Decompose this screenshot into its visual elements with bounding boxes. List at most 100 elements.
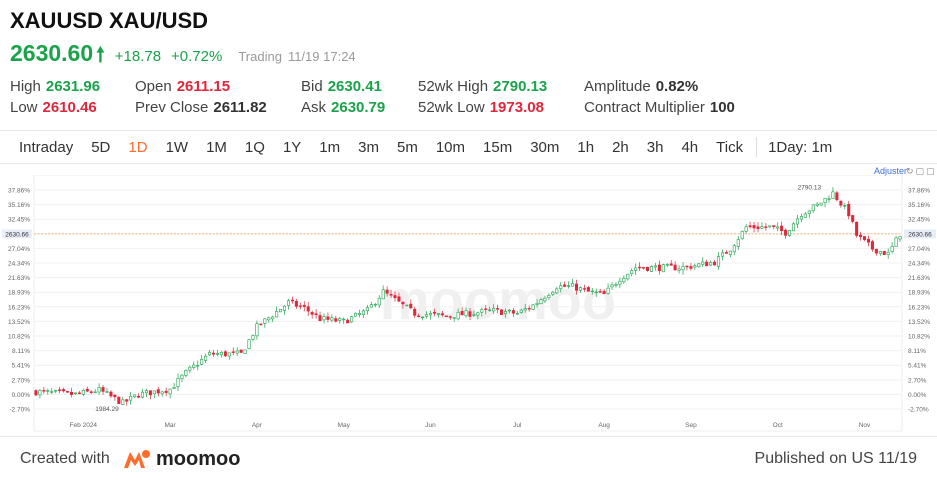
candle <box>168 388 172 395</box>
candle <box>740 230 744 239</box>
candle <box>73 392 77 395</box>
stat-amplitude: Amplitude 0.82% <box>584 78 699 95</box>
candle <box>314 313 318 316</box>
candle <box>776 226 780 229</box>
tab-tick[interactable]: Tick <box>716 138 744 156</box>
candle <box>527 308 531 310</box>
candle <box>665 264 669 266</box>
candle <box>669 263 673 266</box>
y-tick-label-right: 32.45% <box>908 217 930 224</box>
candle <box>263 318 267 324</box>
chart-tool-icons[interactable]: ↻▢▢ <box>906 166 937 176</box>
tab-1w[interactable]: 1W <box>165 138 189 156</box>
tab-4h[interactable]: 4h <box>681 138 699 156</box>
y-tick-label-right: 27.04% <box>908 246 930 253</box>
brand-logo[interactable]: moomoo <box>122 446 240 472</box>
candle <box>137 395 141 398</box>
stat-open: Open 2611.15 <box>135 78 231 95</box>
candle <box>283 305 287 311</box>
tab-3m[interactable]: 3m <box>358 138 379 156</box>
candle <box>594 291 598 294</box>
extreme-annotation: 1984.29 <box>95 406 119 413</box>
candle <box>211 352 216 355</box>
candle <box>689 266 693 269</box>
candle <box>815 203 819 206</box>
candle <box>160 391 164 395</box>
tab-10m[interactable]: 10m <box>435 138 466 156</box>
candle <box>728 250 732 255</box>
candle <box>697 263 701 268</box>
tab-5d[interactable]: 5D <box>91 138 111 156</box>
candle <box>440 313 444 316</box>
tab-1h[interactable]: 1h <box>577 138 595 156</box>
market-status: Trading <box>238 49 282 64</box>
candle <box>279 308 283 313</box>
y-tick-label-right: 35.16% <box>908 202 930 209</box>
candle <box>645 266 650 271</box>
candle <box>713 261 717 266</box>
candle <box>874 248 878 254</box>
candle <box>681 266 685 271</box>
candle <box>144 390 148 394</box>
candle <box>898 236 902 240</box>
candle <box>334 318 338 322</box>
tab-1m[interactable]: 1M <box>206 138 227 156</box>
stat-prev-close: Prev Close 2611.82 <box>135 99 267 116</box>
candle <box>736 239 740 247</box>
candle <box>890 245 894 252</box>
candle <box>791 223 796 232</box>
candle <box>255 323 259 337</box>
tab-30m[interactable]: 30m <box>530 138 560 156</box>
candle <box>748 225 752 228</box>
candle <box>843 205 847 207</box>
stats-col-5: Amplitude 0.82% Contract Multiplier 100 <box>584 76 735 118</box>
candle <box>397 296 401 302</box>
stats-col-2: Open 2611.15 Prev Close 2611.82 <box>135 76 267 118</box>
candle <box>866 238 870 243</box>
tab-1q[interactable]: 1Q <box>244 138 265 156</box>
stat-high: High 2631.96 <box>10 78 101 95</box>
candle <box>468 311 472 317</box>
candle <box>318 315 322 322</box>
x-tick-label: Feb 2024 <box>70 422 98 429</box>
y-tick-label-left: 18.93% <box>8 290 30 297</box>
candle <box>377 297 381 306</box>
period-select[interactable]: 1Day: 1m <box>768 138 833 156</box>
candle <box>172 387 176 389</box>
candle <box>164 390 168 393</box>
y-tick-label-right: 24.34% <box>908 261 930 268</box>
candle <box>85 388 89 392</box>
adjust-toggle[interactable]: Adjuster <box>874 166 908 176</box>
y-tick-label-left: 16.23% <box>8 304 30 311</box>
y-tick-label-left: 5.41% <box>12 363 31 370</box>
candle <box>709 262 713 266</box>
last-price-tag <box>904 229 936 239</box>
tab-2h[interactable]: 2h <box>612 138 629 156</box>
price-change-pct: +0.72% <box>171 48 223 65</box>
candle <box>511 310 515 314</box>
candle <box>259 323 263 326</box>
candle <box>89 391 93 393</box>
candle <box>685 265 689 268</box>
price-chart[interactable]: moomoo 37.86% 37.86% 35.16% 35.16% 32.45% 32.4… <box>0 175 937 437</box>
stat-52wk-low: 52wk Low 1973.08 <box>418 99 544 116</box>
candle <box>882 251 886 256</box>
tab-3h[interactable]: 3h <box>646 138 664 156</box>
candle <box>184 370 188 376</box>
candle <box>223 351 227 357</box>
tab-intraday[interactable]: Intraday <box>19 138 74 156</box>
candle <box>535 302 539 305</box>
stat-low: Low 2610.46 <box>10 99 97 116</box>
tab-5m[interactable]: 5m <box>396 138 418 156</box>
x-tick-label: Oct <box>773 422 783 429</box>
candle <box>523 308 527 311</box>
tab-1d[interactable]: 1D <box>128 138 148 156</box>
candle <box>811 204 815 212</box>
candle <box>578 287 582 291</box>
candle <box>302 304 306 307</box>
candle <box>156 389 160 394</box>
tab-1y[interactable]: 1Y <box>282 138 302 156</box>
candle <box>310 311 314 315</box>
tab-15m[interactable]: 15m <box>483 138 513 156</box>
tab-1m[interactable]: 1m <box>319 138 341 156</box>
